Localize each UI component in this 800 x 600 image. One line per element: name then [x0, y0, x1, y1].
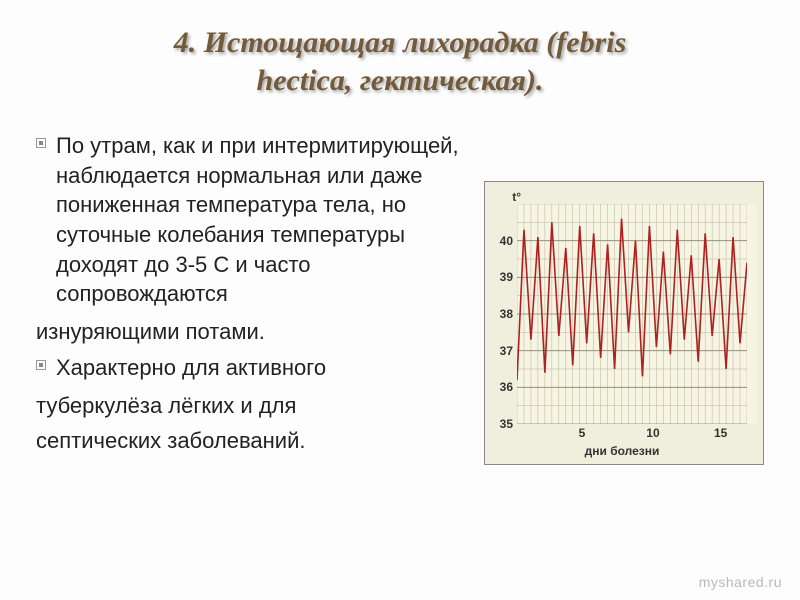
x-tick: 10 [646, 426, 659, 440]
x-axis-title: дни болезни [487, 444, 757, 458]
watermark: myshared.ru [699, 574, 782, 590]
x-axis: 5 10 15 [487, 426, 757, 442]
body-area: По утрам, как и при интермитирующей, наб… [36, 131, 764, 465]
slide: 4. Истощающая лихорадка (febris hectica,… [0, 0, 800, 600]
chart-svg [517, 204, 747, 424]
y-tick: 39 [500, 270, 513, 284]
x-tick: 5 [579, 426, 586, 440]
y-axis: 403938373635 [487, 204, 517, 424]
bullet-item-2: Характерно для активного [36, 353, 474, 389]
y-axis-label: t° [493, 190, 523, 204]
paragraph-1-cont: изнуряющими потами. [36, 317, 474, 347]
plot-area [517, 204, 757, 424]
y-tick: 36 [500, 380, 513, 394]
slide-title: 4. Истощающая лихорадка (febris hectica,… [36, 24, 764, 99]
bullet-item-1: По утрам, как и при интермитирующей, наб… [36, 131, 474, 315]
bullet-icon [36, 138, 46, 148]
paragraph-2: Характерно для активного [56, 353, 326, 383]
paragraph-1: По утрам, как и при интермитирующей, наб… [56, 131, 474, 309]
bullet-icon [36, 360, 46, 370]
temperature-chart: t° 403938373635 51015 дни болезни [484, 181, 764, 465]
y-tick: 40 [500, 234, 513, 248]
x-tick: 15 [714, 426, 727, 440]
y-tick: 37 [500, 344, 513, 358]
title-line-1: 4. Истощающая лихорадка (febris [36, 24, 764, 62]
text-column: По утрам, как и при интермитирующей, наб… [36, 131, 484, 462]
chart-inner: 403938373635 [487, 204, 757, 424]
paragraph-2-cont-a: туберкулёза лёгких и для [36, 391, 474, 421]
y-tick: 38 [500, 307, 513, 321]
chart-column: t° 403938373635 51015 дни болезни [484, 181, 764, 465]
paragraph-2-cont-b: септических заболеваний. [36, 426, 474, 456]
title-line-2: hectica, гектическая). [36, 62, 764, 100]
